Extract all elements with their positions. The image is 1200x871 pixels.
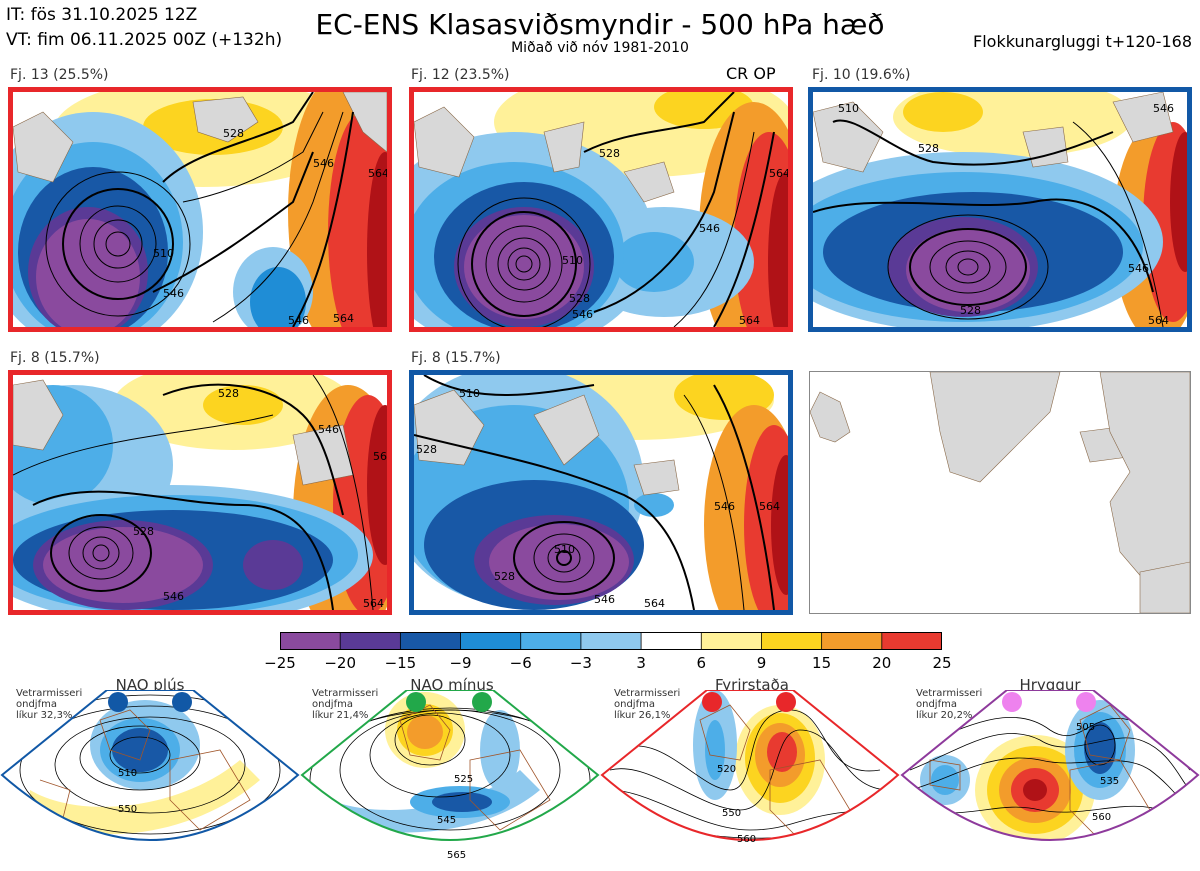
contour-label: 528: [569, 292, 590, 305]
regime-contour: 560: [737, 834, 756, 845]
panel-1-label: Fj. 13 (25.5%): [10, 67, 109, 83]
contour-label: 510: [554, 543, 575, 556]
colorbar-tick-label: 9: [756, 654, 767, 672]
contour-label: 528: [960, 304, 981, 317]
contour-label: 546: [1153, 102, 1174, 115]
panel-3-label: Fj. 10 (19.6%): [812, 67, 911, 83]
contour-label: 564: [333, 312, 354, 325]
colorbar-tick-label: 3: [636, 654, 646, 672]
colorbar: [280, 632, 943, 650]
colorbar-segment: [580, 632, 642, 650]
colorbar-segment: [821, 632, 883, 650]
contour-label: 564: [363, 597, 384, 610]
regime-contour: 535: [1100, 776, 1119, 787]
cluster-map-2: 528 564 546 510 528 546 564: [409, 87, 793, 332]
contour-label: 546: [699, 222, 720, 235]
colorbar-segment: [641, 632, 702, 650]
colorbar-tick-label: 25: [932, 654, 952, 672]
base-map: [809, 371, 1191, 614]
contour-label: 528: [133, 525, 154, 538]
colorbar-tick-label: −3: [569, 654, 592, 672]
regime-info: Vetrarmisseri ondjfma líkur 26,1%: [614, 688, 681, 721]
classification-window: Flokkunargluggi t+120-168: [973, 32, 1192, 51]
regime-contour: 505: [1076, 722, 1095, 733]
panel-5-label: Fj. 8 (15.7%): [411, 350, 501, 366]
contour-label: 528: [494, 570, 515, 583]
panel-4-label: Fj. 8 (15.7%): [10, 350, 100, 366]
contour-label: 564: [739, 314, 760, 327]
contour-label: 528: [223, 127, 244, 140]
contour-label: 528: [416, 443, 437, 456]
regime-contour: 550: [722, 808, 741, 819]
contour-label: 564: [759, 500, 780, 513]
regime-info: Vetrarmisseri ondjfma líkur 32,3%: [16, 688, 83, 721]
cluster-map-1: 528 546 564 510 546 564 546: [8, 87, 392, 332]
colorbar-tick-label: −9: [449, 654, 472, 672]
colorbar-tick-label: −15: [384, 654, 417, 672]
contour-label: 546: [318, 423, 339, 436]
colorbar-tick-label: 6: [696, 654, 707, 672]
contour-label: 564: [1148, 314, 1169, 327]
colorbar-tick-label: 20: [872, 654, 892, 672]
contour-label: 564: [368, 167, 387, 180]
colorbar-segment: [761, 632, 823, 650]
regime-contour: 545: [437, 815, 456, 826]
regime-contour: 520: [717, 764, 736, 775]
colorbar-tick-label: −20: [324, 654, 357, 672]
regime-contour: 565: [447, 850, 466, 861]
colorbar-border: [280, 632, 942, 650]
contour-label: 510: [459, 387, 480, 400]
regime-contour: 550: [118, 804, 137, 815]
contour-label: 528: [599, 147, 620, 160]
contour-label: 546: [163, 287, 184, 300]
colorbar-segment: [881, 632, 943, 650]
contour-label: 510: [153, 247, 174, 260]
page-title: EC-ENS Klasasviðsmyndir - 500 hPa hæð: [315, 8, 885, 41]
colorbar-tick-label: −25: [264, 654, 296, 672]
cr-op-label: CR OP: [726, 64, 776, 83]
contour-label: 546: [594, 593, 615, 606]
page-subtitle: Miðað við nóv 1981-2010: [511, 40, 689, 56]
panel-2-label: Fj. 12 (23.5%): [411, 67, 510, 83]
contour-label: 546: [572, 308, 593, 321]
regime-contour: 525: [454, 774, 473, 785]
colorbar-segment: [701, 632, 762, 650]
regime-contour: 510: [118, 768, 137, 779]
regime-info: Vetrarmisseri ondjfma líkur 20,2%: [916, 688, 983, 721]
contour-label: 564: [373, 450, 387, 463]
contour-label: 546: [163, 590, 184, 603]
colorbar-segment: [520, 632, 582, 650]
contour-label: 546: [313, 157, 334, 170]
colorbar-segment: [280, 632, 341, 650]
initial-time: IT: fös 31.10.2025 12Z: [6, 5, 198, 25]
contour-label: 510: [838, 102, 859, 115]
regime-maps: 510 550 525 545 565: [0, 690, 1200, 861]
contour-label: 546: [288, 314, 309, 327]
contour-label: 546: [714, 500, 735, 513]
colorbar-segment: [340, 632, 401, 650]
contour-label: 546: [1128, 262, 1149, 275]
cluster-map-3: 510 528 546 564 528 546: [808, 87, 1192, 332]
colorbar-segment: [400, 632, 462, 650]
valid-time: VT: fim 06.11.2025 00Z (+132h): [6, 30, 283, 50]
contour-label: 528: [918, 142, 939, 155]
contour-label: 564: [644, 597, 665, 610]
contour-label: 528: [218, 387, 239, 400]
cluster-map-4: 528 546 564 528 546 564: [8, 370, 392, 615]
colorbar-tick-label: −6: [509, 654, 532, 672]
regime-info: Vetrarmisseri ondjfma líkur 21,4%: [312, 688, 379, 721]
contour-label: 564: [769, 167, 788, 180]
regime-contour: 560: [1092, 812, 1111, 823]
colorbar-segment: [460, 632, 522, 650]
contour-label: 510: [562, 254, 583, 267]
colorbar-tick-label: 15: [812, 654, 832, 672]
cluster-map-5: 510 528 546 564 510 528 546 564: [409, 370, 793, 615]
